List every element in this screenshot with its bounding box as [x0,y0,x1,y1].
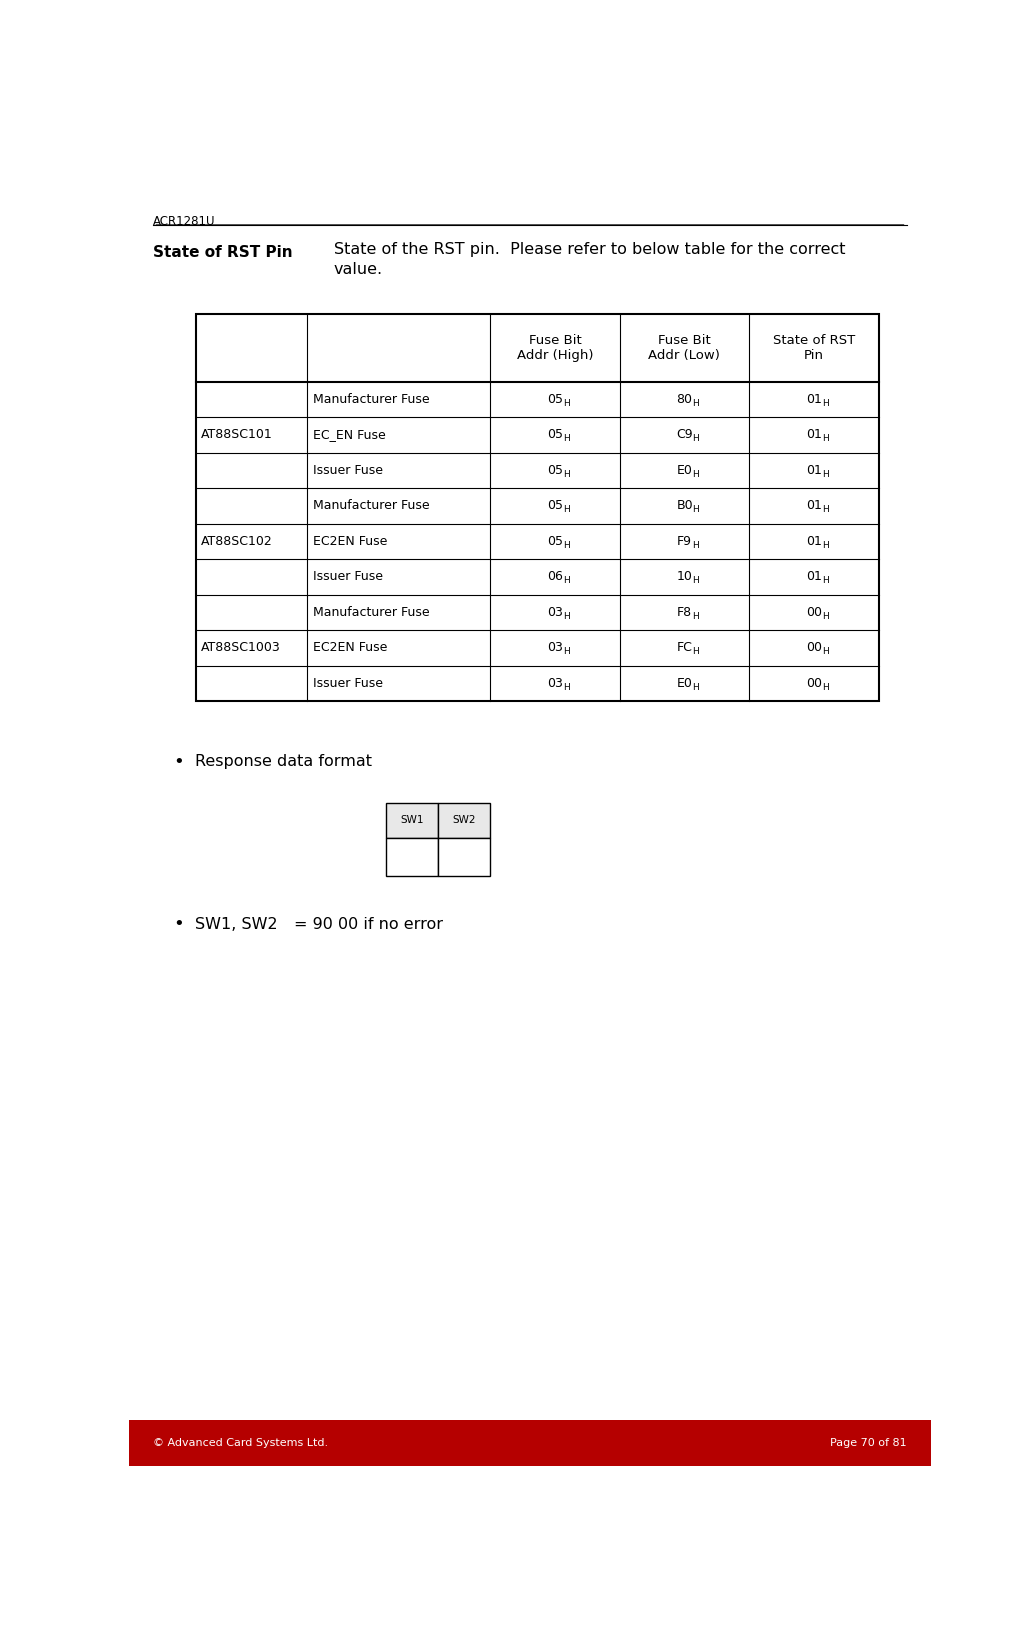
Bar [195,315,879,702]
Text: EC2EN Fuse: EC2EN Fuse [313,641,388,654]
Bar [386,838,437,876]
Text: value.: value. [334,262,383,277]
Text: 80: 80 [676,392,693,405]
Text: 01: 01 [805,464,822,476]
Text: H: H [822,506,828,514]
Text: 05: 05 [547,392,562,405]
Text: 00: 00 [805,677,822,690]
Bar [437,802,490,838]
Text: Response data format: Response data format [195,754,372,769]
Text: H: H [693,469,699,479]
Text: •: • [174,753,184,771]
Text: H: H [822,469,828,479]
Text: H: H [562,576,570,585]
Text: EC2EN Fuse: EC2EN Fuse [313,535,388,548]
Text: 03: 03 [547,677,562,690]
Text: Manufacturer Fuse: Manufacturer Fuse [313,499,429,512]
Text: © Advanced Card Systems Ltd.: © Advanced Card Systems Ltd. [153,1438,329,1448]
Text: C9: C9 [676,428,693,441]
Text: 00: 00 [805,606,822,619]
Text: 01: 01 [805,499,822,512]
Text: H: H [693,540,699,550]
Text: H: H [562,647,570,656]
Text: H: H [822,435,828,443]
Text: H: H [822,576,828,585]
Text: 05: 05 [547,535,562,548]
Text: •: • [174,916,184,934]
Text: 01: 01 [805,570,822,583]
Text: AT88SC101: AT88SC101 [202,428,273,441]
Text: ACR1281U: ACR1281U [153,214,216,227]
Text: H: H [562,435,570,443]
Text: 05: 05 [547,499,562,512]
Text: H: H [822,682,828,692]
Text: SW1: SW1 [400,815,424,825]
Text: AT88SC1003: AT88SC1003 [202,641,281,654]
Text: 03: 03 [547,606,562,619]
Text: State of RST Pin: State of RST Pin [153,244,293,260]
Text: SW1, SW2: SW1, SW2 [195,917,277,932]
Text: H: H [562,540,570,550]
Text: State of the RST pin.  Please refer to below table for the correct: State of the RST pin. Please refer to be… [334,242,845,257]
Text: SW2: SW2 [452,815,476,825]
Text: H: H [822,399,828,407]
Text: = 90 00 if no error: = 90 00 if no error [294,917,443,932]
Bar [129,1420,931,1466]
Text: E0: E0 [676,464,692,476]
Text: FC: FC [676,641,692,654]
Text: H: H [693,647,699,656]
Text: H: H [562,611,570,621]
Text: H: H [562,682,570,692]
Text: 06: 06 [547,570,562,583]
Text: E0: E0 [676,677,692,690]
Text: H: H [693,506,699,514]
Text: 00: 00 [805,641,822,654]
Text: H: H [693,682,699,692]
Text: 10: 10 [676,570,692,583]
Bar [437,838,490,876]
Text: 01: 01 [805,535,822,548]
Text: Fuse Bit
Addr (High): Fuse Bit Addr (High) [517,334,594,362]
Text: H: H [822,540,828,550]
Text: EC_EN Fuse: EC_EN Fuse [313,428,386,441]
Text: H: H [562,469,570,479]
Text: Issuer Fuse: Issuer Fuse [313,570,383,583]
Text: Manufacturer Fuse: Manufacturer Fuse [313,392,429,405]
Text: 01: 01 [805,392,822,405]
Text: H: H [693,611,699,621]
Text: State of RST
Pin: State of RST Pin [772,334,855,362]
Text: H: H [693,576,699,585]
Text: AT88SC102: AT88SC102 [202,535,273,548]
Text: B0: B0 [676,499,693,512]
Text: Fuse Bit
Addr (Low): Fuse Bit Addr (Low) [648,334,721,362]
Text: Issuer Fuse: Issuer Fuse [313,464,383,476]
Text: H: H [693,435,699,443]
Text: 05: 05 [547,464,562,476]
Text: Page 70 of 81: Page 70 of 81 [830,1438,907,1448]
Text: F8: F8 [676,606,692,619]
Text: H: H [562,506,570,514]
Text: 03: 03 [547,641,562,654]
Bar [386,802,437,838]
Text: H: H [822,611,828,621]
Text: H: H [693,399,699,407]
Text: Issuer Fuse: Issuer Fuse [313,677,383,690]
Text: H: H [822,647,828,656]
Text: 05: 05 [547,428,562,441]
Text: H: H [562,399,570,407]
Text: 01: 01 [805,428,822,441]
Text: Manufacturer Fuse: Manufacturer Fuse [313,606,429,619]
Text: F9: F9 [676,535,692,548]
